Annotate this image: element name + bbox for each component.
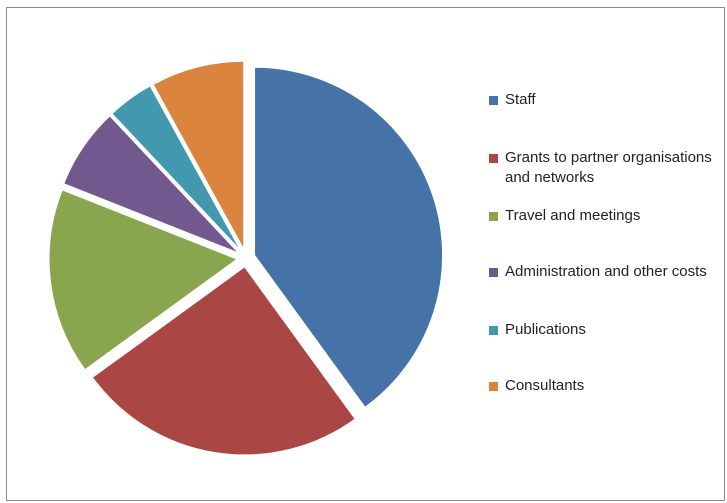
pie-slice-administration-and-other-costs (63, 115, 239, 254)
legend-label: Administration and other costs (505, 263, 707, 280)
legend-label: Grants to partner organisations and netw… (505, 149, 712, 186)
pie-slice-staff (254, 66, 444, 409)
pie-slice-consultants (152, 60, 245, 250)
pie-slice-publications (111, 85, 242, 252)
legend-label: Consultants (505, 377, 585, 394)
legend-swatch (489, 96, 498, 105)
legend-label: Staff (505, 91, 536, 108)
legend-swatch (489, 326, 498, 335)
pie-slice-travel-and-meetings (48, 189, 239, 371)
legend-swatch (489, 212, 498, 221)
legend-swatch (489, 154, 498, 163)
legend-swatch (489, 268, 498, 277)
legend-swatch (489, 382, 498, 391)
legend-label: Publications (505, 321, 586, 338)
pie-slice-grants-to-partner-organisations-and-networks (91, 266, 356, 456)
legend-label: Travel and meetings (505, 207, 641, 224)
